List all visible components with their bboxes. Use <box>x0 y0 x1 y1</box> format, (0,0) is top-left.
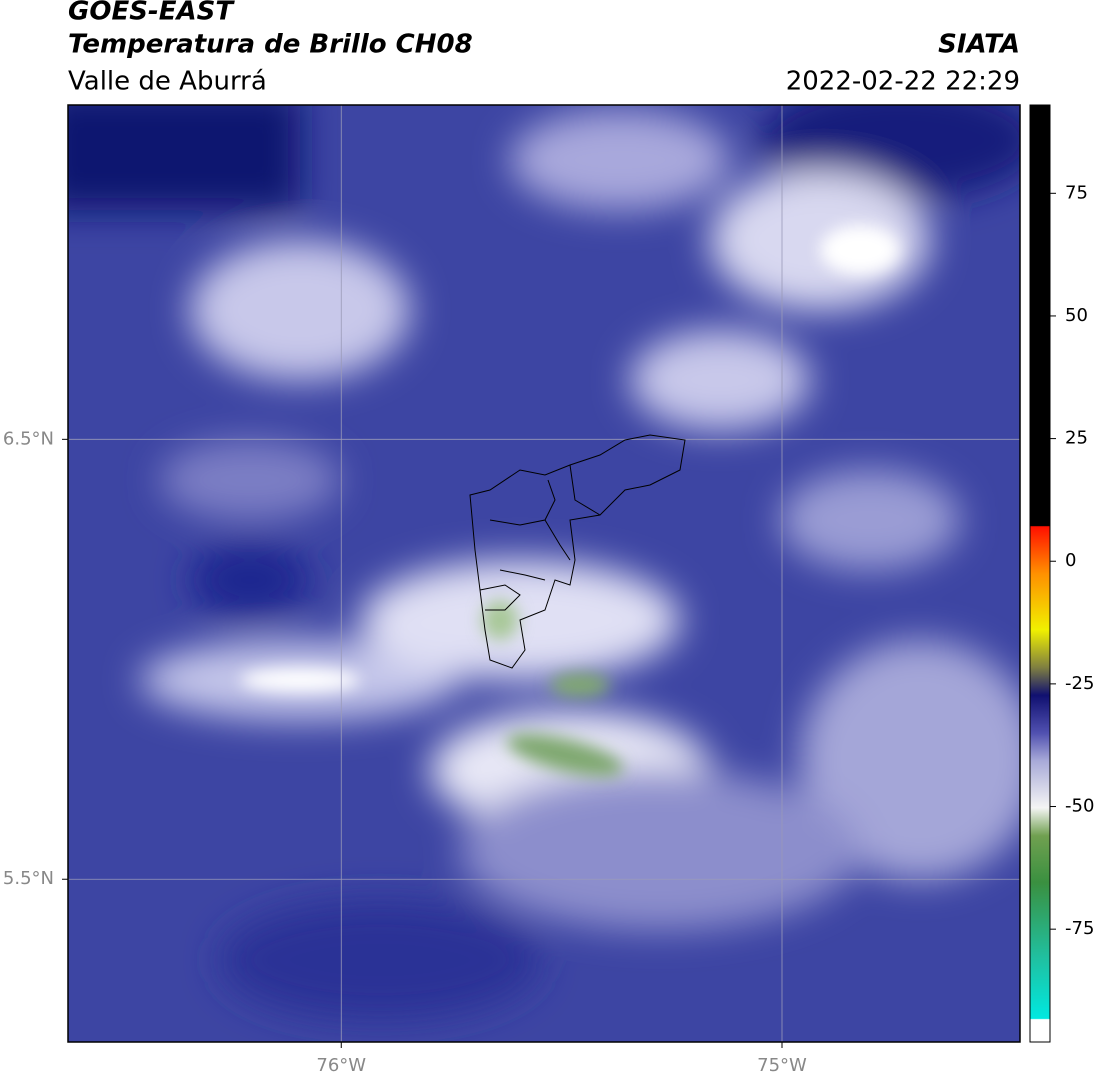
colorbar-tick-label: 50 <box>1065 305 1088 326</box>
colorbar-tick-label: 0 <box>1065 550 1076 571</box>
grid <box>68 105 1020 1042</box>
satellite-field <box>68 105 1020 1042</box>
datetime: 2022-02-22 22:29 <box>786 67 1020 97</box>
colorbar-tick-label: 25 <box>1065 428 1088 449</box>
colorbar-tick-label: -75 <box>1065 918 1094 939</box>
municipal-boundaries <box>469 434 686 669</box>
map-frame <box>67 104 1021 1043</box>
source: SIATA <box>938 30 1020 60</box>
title: GOES-EAST <box>68 0 235 27</box>
x-tick-label: 75°W <box>757 1055 807 1076</box>
colorbar-tick-label: -25 <box>1065 673 1094 694</box>
colorbar-tick-label: 75 <box>1065 182 1088 203</box>
y-tick-label: 6.5°N <box>3 428 54 449</box>
subtitle: Temperatura de Brillo CH08 <box>68 30 473 60</box>
colorbar <box>1029 104 1051 1043</box>
y-tick-label: 5.5°N <box>3 868 54 889</box>
colorbar-tick-label: -50 <box>1065 796 1094 817</box>
x-tick-label: 76°W <box>316 1055 366 1076</box>
region: Valle de Aburrá <box>68 67 267 97</box>
